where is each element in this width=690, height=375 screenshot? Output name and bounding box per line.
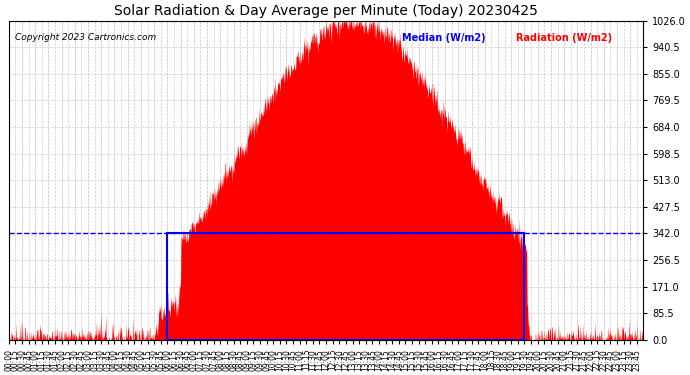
Bar	[168, 234, 524, 340]
Title: Solar Radiation & Day Average per Minute (Today) 20230425: Solar Radiation & Day Average per Minute…	[114, 4, 538, 18]
Text: Median (W/m2): Median (W/m2)	[402, 33, 486, 44]
Text: Radiation (W/m2): Radiation (W/m2)	[516, 33, 612, 44]
Text: Copyright 2023 Cartronics.com: Copyright 2023 Cartronics.com	[15, 33, 156, 42]
